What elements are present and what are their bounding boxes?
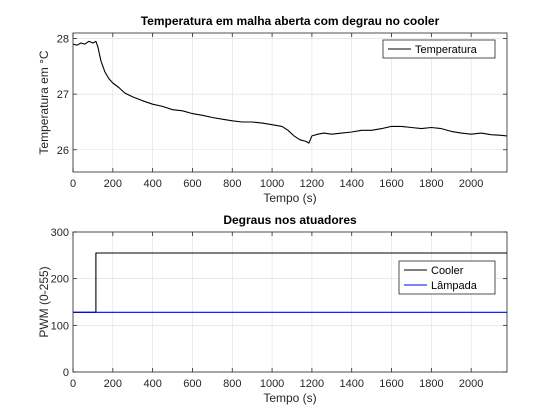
x-tick-label: 200 [104,378,122,390]
x-tick-label: 400 [143,378,161,390]
x-tick-label: 800 [223,378,241,390]
x-axis-label: Tempo (s) [263,391,316,405]
legend-label-0: Cooler [431,265,464,277]
x-tick-label: 1200 [300,178,324,190]
x-tick-label: 600 [183,178,201,190]
y-tick-label: 0 [63,367,69,379]
y-tick-label: 26 [57,145,69,157]
x-tick-label: 1800 [419,178,443,190]
x-tick-label: 1600 [379,178,403,190]
x-tick-label: 1000 [260,378,284,390]
plot-area [73,232,507,372]
x-tick-label: 2000 [459,378,483,390]
temperature-axes: 0 200 400 600 800 1000 1200 1400 1600 1800 2000 26 2… [37,14,508,205]
x-tick-label: 1600 [379,378,403,390]
x-tick-label: 400 [143,178,161,190]
y-tick-label: 300 [51,227,69,239]
x-tick-label: 200 [104,178,122,190]
legend-box [398,260,496,295]
axes-box [72,231,508,373]
x-tick-label: 1000 [260,178,284,190]
x-tick-label: 0 [70,178,76,190]
x-tick-label: 800 [223,178,241,190]
y-tick-label: 28 [57,34,69,46]
x-tick-label: 1400 [339,178,363,190]
actuator-axes: 0 200 400 600 800 1000 1200 1400 1600 1800 2000 0 10… [37,213,508,405]
y-tick-label: 200 [51,274,69,286]
x-tick-label: 600 [183,378,201,390]
legend-label-0: Temperatura [415,44,478,56]
y-tick-label: 100 [51,320,69,332]
x-tick-label: 1400 [339,378,363,390]
chart-title: Degraus nos atuadores [223,213,357,227]
y-tick-label: 27 [57,89,69,101]
x-tick-label: 1800 [419,378,443,390]
series-line-0 [72,40,508,144]
chart-title: Temperatura em malha aberta com degrau n… [141,14,440,28]
legend-label-1: Lâmpada [431,280,478,292]
x-tick-label: 0 [70,378,76,390]
legend-box [382,39,496,59]
x-axis-label: Tempo (s) [263,191,316,205]
y-axis-label: PWM (0-255) [37,266,51,337]
y-axis-label: Temperatura em °C [37,50,51,155]
axes-box [72,32,508,173]
x-tick-label: 2000 [459,178,483,190]
x-tick-label: 1200 [300,378,324,390]
